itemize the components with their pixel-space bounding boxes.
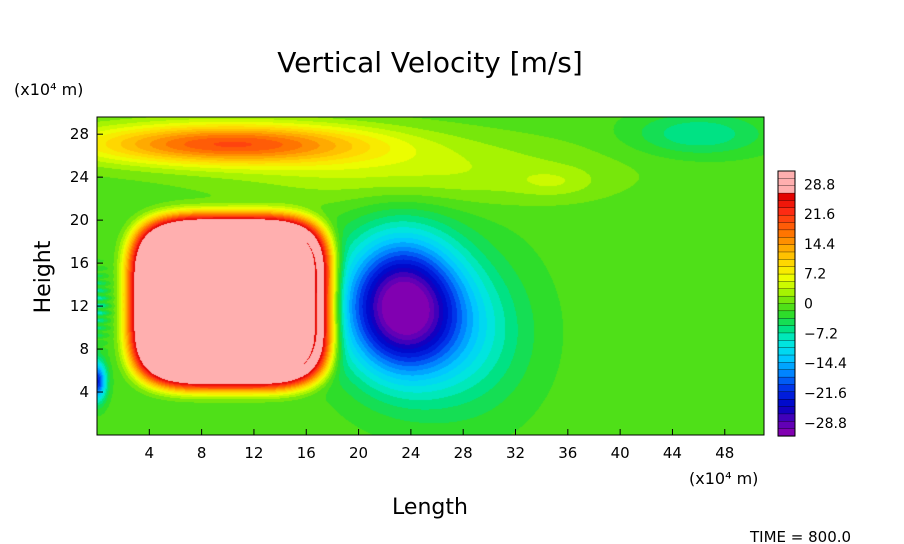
x-axis-ticks: 4 8 12 16 20 24 28 32 36 40 44 48 (145, 429, 734, 462)
plot-area (96, 116, 765, 436)
colorbar-band (777, 318, 796, 327)
y-tick-label: 20 (70, 211, 89, 229)
x-tick-label: 12 (244, 444, 263, 462)
colorbar-band (777, 413, 796, 422)
colorbar-band (777, 369, 796, 378)
heatmap-field (97, 117, 764, 435)
colorbar (777, 170, 796, 437)
y-tick-label: 12 (70, 297, 89, 315)
colorbar-band (777, 362, 796, 371)
colorbar-band (777, 178, 796, 187)
colorbar-label: −28.8 (804, 416, 847, 432)
colorbar-band (777, 222, 796, 231)
colorbar-band (777, 266, 796, 275)
colorbar-band (777, 259, 796, 268)
colorbar-band (777, 406, 796, 415)
x-tick-label: 24 (401, 444, 420, 462)
x-tick-label: 28 (454, 444, 473, 462)
colorbar-band (777, 421, 796, 430)
colorbar-band (777, 207, 796, 216)
y-tick-label: 8 (79, 340, 89, 358)
chart-title: Vertical Velocity [m/s] (277, 46, 583, 79)
colorbar-band (777, 310, 796, 319)
y-tick-label: 28 (70, 125, 89, 143)
colorbar-band (777, 332, 796, 341)
x-tick-label: 48 (715, 444, 734, 462)
colorbar-band (777, 185, 796, 194)
y-axis-label: Height (31, 240, 56, 313)
colorbar-band (777, 399, 796, 408)
colorbar-band (777, 281, 796, 290)
colorbar-label: −21.6 (804, 386, 847, 402)
colorbar-band (777, 192, 796, 202)
x-tick-label: 20 (349, 444, 368, 462)
colorbar-band (777, 273, 796, 282)
colorbar-band (777, 229, 796, 238)
colorbar-band (777, 200, 796, 209)
x-tick-label: 4 (145, 444, 155, 462)
colorbar-label: 21.6 (804, 207, 835, 223)
colorbar-label: 0 (804, 297, 813, 313)
colorbar-labels: 28.8 21.6 14.4 7.2 0 −7.2 −14.4 −21.6 −28.8 (804, 177, 847, 432)
colorbar-label: −7.2 (804, 326, 838, 342)
colorbar-band (777, 384, 796, 393)
plot-frame (96, 116, 765, 436)
colorbar-band (777, 288, 796, 297)
colorbar-band (777, 325, 796, 334)
colorbar-band (777, 295, 796, 305)
y-tick-label: 24 (70, 168, 89, 186)
y-unit-label: (x10⁴ m) (14, 80, 83, 99)
colorbar-label: 7.2 (804, 267, 826, 283)
colorbar-band (777, 237, 796, 246)
x-tick-label: 40 (611, 444, 630, 462)
x-tick-label: 32 (506, 444, 525, 462)
time-stamp: TIME = 800.0 (749, 528, 851, 544)
x-tick-label: 8 (197, 444, 207, 462)
x-tick-label: 44 (663, 444, 682, 462)
colorbar-label: 28.8 (804, 177, 835, 193)
colorbar-band (777, 244, 796, 253)
colorbar-band (777, 214, 796, 224)
x-unit-label: (x10⁴ m) (689, 469, 758, 488)
colorbar-band (777, 340, 796, 349)
colorbar-band (777, 251, 796, 260)
y-axis-ticks: 4 8 12 16 20 24 28 (70, 125, 103, 401)
y-tick-label: 16 (70, 254, 89, 272)
x-tick-label: 16 (297, 444, 316, 462)
colorbar-label: 14.4 (804, 237, 835, 253)
colorbar-band (777, 347, 796, 356)
x-axis-label: Length (392, 495, 468, 520)
colorbar-frame (777, 170, 796, 437)
y-tick-label: 4 (79, 383, 89, 401)
colorbar-band (777, 170, 796, 179)
colorbar-band (777, 303, 796, 312)
x-tick-label: 36 (558, 444, 577, 462)
colorbar-band (777, 391, 796, 400)
colorbar-label: −14.4 (804, 356, 847, 372)
colorbar-band (777, 354, 796, 363)
colorbar-band (777, 428, 796, 437)
colorbar-band (777, 376, 796, 386)
